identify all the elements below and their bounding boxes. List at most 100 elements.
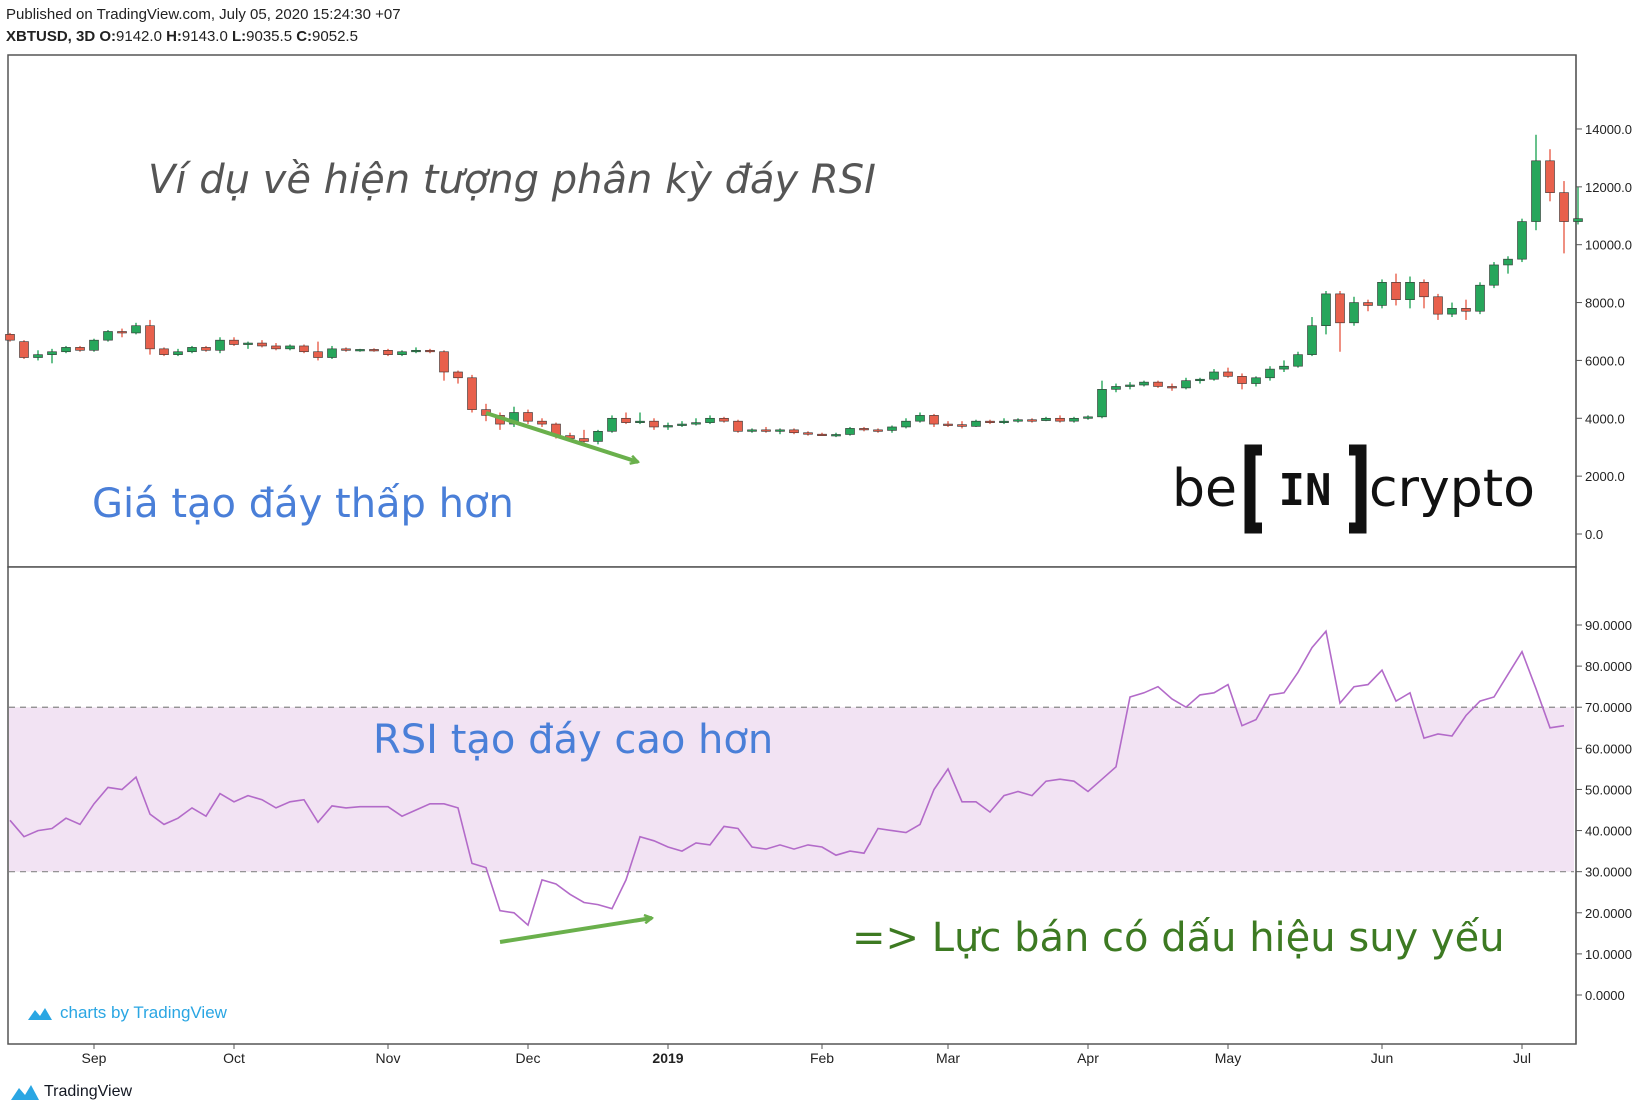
candle <box>523 409 533 425</box>
candle-body <box>61 347 71 353</box>
candle-body <box>397 351 407 355</box>
candle <box>117 328 127 338</box>
candle-body <box>1419 282 1429 298</box>
candle-body <box>803 432 813 435</box>
candle <box>1419 279 1429 309</box>
candle <box>1349 296 1359 326</box>
candle <box>1363 299 1373 312</box>
tradingview-cloud-icon <box>28 1008 52 1020</box>
candle-body <box>873 429 883 432</box>
price-pane[interactable] <box>7 54 1577 568</box>
candle-body <box>159 348 169 355</box>
candle-body <box>1279 365 1289 370</box>
candle <box>649 418 659 430</box>
candle <box>439 350 449 381</box>
candle-body <box>215 339 225 351</box>
time-tick-label: Nov <box>376 1050 401 1066</box>
candle <box>229 337 239 346</box>
candle <box>5 332 15 342</box>
candle <box>971 419 981 427</box>
price-tick-label: 2000.0 <box>1585 469 1625 484</box>
candle-body <box>1111 386 1121 390</box>
rsi-line <box>9 629 1565 927</box>
time-axis[interactable]: Sep Oct Nov Dec 2019 Feb Mar Apr May Jun Jul <box>82 1044 1531 1066</box>
candle-body <box>649 420 659 428</box>
candle <box>593 429 603 445</box>
candle-body <box>691 422 701 425</box>
candle-body <box>719 417 729 422</box>
open-value: 9142.0 <box>116 28 162 45</box>
candle-body <box>355 349 365 352</box>
price-tick-label: 4000.0 <box>1585 411 1625 426</box>
rsi-band <box>9 707 1574 872</box>
candle <box>663 422 673 430</box>
candle <box>397 350 407 357</box>
candle <box>1293 351 1303 368</box>
price-divergence-arrow <box>485 411 638 462</box>
candle-body <box>635 420 645 423</box>
candle <box>313 341 323 361</box>
candle <box>747 428 757 433</box>
candle-body <box>1265 368 1275 379</box>
candle <box>1475 282 1485 315</box>
candle-body <box>593 430 603 442</box>
time-tick-label: 2019 <box>652 1050 683 1066</box>
candle-body <box>145 325 155 350</box>
rsi-tick-label: 0.0000 <box>1585 988 1625 1003</box>
candle <box>635 412 645 425</box>
candle-body <box>187 347 197 353</box>
price-axis[interactable]: 14000.0 12000.0 10000.0 8000.0 6000.0 4000.0 2… <box>1576 122 1632 542</box>
candle-body <box>1503 258 1513 266</box>
candle <box>425 348 435 354</box>
candle <box>1433 293 1443 320</box>
candle <box>985 419 995 425</box>
candle-body <box>1545 160 1555 193</box>
candle-body <box>1321 293 1331 327</box>
tradingview-watermark[interactable]: charts by TradingView <box>26 1003 227 1023</box>
candle <box>1279 360 1289 372</box>
candle <box>1559 181 1569 254</box>
candle-body <box>1489 264 1499 286</box>
candle <box>761 426 771 433</box>
tradingview-footer[interactable]: TradingView <box>10 1082 132 1102</box>
candle-body <box>929 415 939 425</box>
candle <box>467 374 477 413</box>
candle <box>285 344 295 351</box>
candle-body <box>537 420 547 425</box>
rsi-tick-label: 30.0000 <box>1585 865 1632 880</box>
candle-body <box>663 425 673 428</box>
candle <box>775 428 785 435</box>
candle <box>1573 186 1583 225</box>
time-tick-label: Jul <box>1513 1050 1531 1066</box>
symbol-label[interactable]: XBTUSD, 3D <box>6 28 96 45</box>
candle <box>999 418 1009 425</box>
candle-body <box>1013 419 1023 422</box>
candle-body <box>1181 380 1191 389</box>
candle <box>705 415 715 425</box>
candle <box>677 421 687 427</box>
candle-body <box>1209 371 1219 380</box>
rsi-note: RSI tạo đáy cao hơn <box>373 717 773 763</box>
candle-body <box>971 420 981 427</box>
high-value: 9143.0 <box>181 28 228 45</box>
candle <box>845 426 855 436</box>
time-tick-label: May <box>1215 1050 1241 1066</box>
rsi-axis[interactable]: 90.0000 80.0000 70.0000 60.0000 50.0000 40.00… <box>1576 618 1632 1003</box>
candle <box>1531 134 1541 231</box>
candle <box>1489 262 1499 289</box>
price-tick-label: 14000.0 <box>1585 122 1632 137</box>
candle <box>103 330 113 342</box>
candle <box>299 344 309 354</box>
time-tick-label: Jun <box>1371 1050 1394 1066</box>
candle-body <box>1433 296 1443 315</box>
candle <box>243 341 253 349</box>
close-label: C: <box>296 28 313 45</box>
candle-body <box>943 423 953 426</box>
rsi-tick-label: 40.0000 <box>1585 824 1632 839</box>
tradingview-logo-icon <box>11 1085 39 1100</box>
candle-body <box>579 438 589 442</box>
conclusion-note: => Lực bán có dấu hiệu suy yếu <box>852 915 1505 961</box>
candle-body <box>1055 417 1065 422</box>
candle <box>411 347 421 354</box>
